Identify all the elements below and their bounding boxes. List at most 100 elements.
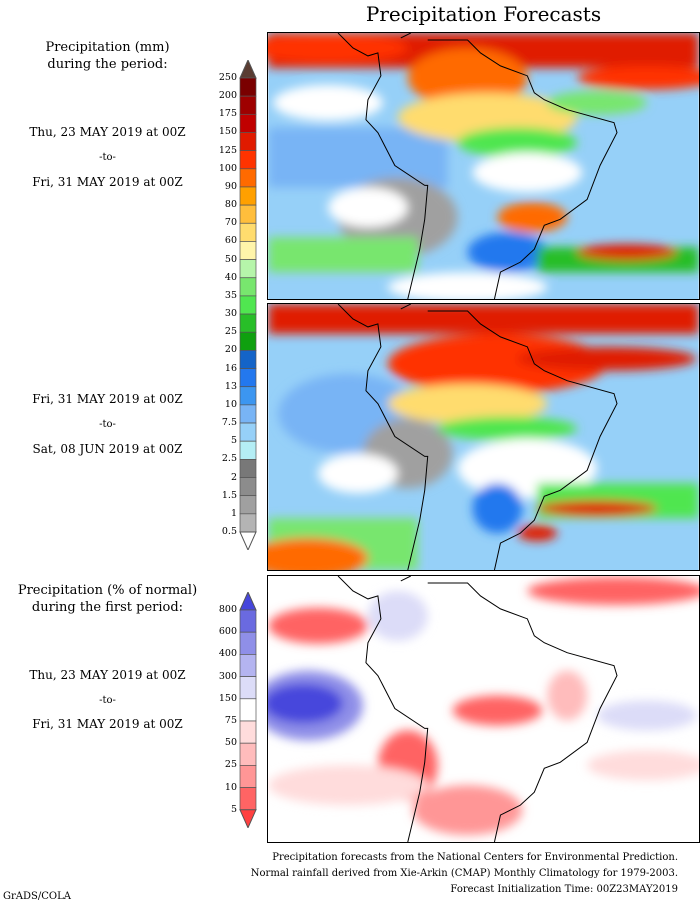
colorbar-segment [239,313,257,333]
colorbar-segment [239,787,257,811]
colorbar-tick-label: 2.5 [221,453,237,465]
mm-colorbar: 250 200 175 150 125 100 90 80 70 60 50 40 35 30 25 20 16… [198,60,258,550]
colorbar-segment [239,95,257,115]
colorbar-tick-label: 25 [224,326,237,338]
over-arrow [239,592,257,611]
colorbar-tick-label: 175 [218,108,237,120]
period1-start: Thu, 23 MAY 2019 at 00Z [29,125,186,139]
colorbar-tick-label: 400 [218,648,237,660]
period3-heading: Precipitation (% of normal) during the f… [0,582,215,616]
colorbar-segment [239,241,257,260]
footer-line: Precipitation forecasts from the Nationa… [272,852,678,863]
period2-end: Sat, 08 JUN 2019 at 00Z [32,442,183,456]
colorbar-segment [239,459,257,478]
colorbar-tick-label: 16 [224,362,237,374]
period2-to: -to- [99,419,116,430]
map-precip-period2 [267,303,700,571]
colorbar-tick-label: 35 [224,289,237,301]
colorbar-segment [239,765,257,788]
colorbar-tick-label: 250 [218,72,237,83]
colorbar-segment [239,609,257,633]
colorbar-tick-label: 30 [224,308,237,320]
heading-line: during the first period: [31,600,184,615]
colorbar-segment [239,222,257,242]
colorbar-segment [239,113,257,133]
colorbar-tick-label: 1 [230,507,237,519]
coastline [337,33,618,299]
heading-line: during the period: [47,57,168,72]
colorbar-segment [239,654,257,677]
colorbar-segment [239,259,257,279]
figure-title: Precipitation Forecasts [365,2,602,26]
colorbar-tick-label: 2 [230,471,237,483]
colorbar-tick-label: 150 [218,126,237,138]
colorbar-segment [239,331,257,351]
map-precip-period1 [267,32,700,300]
colorbar-segment [239,513,257,533]
colorbar-segment [239,132,257,151]
footer-notes: Precipitation forecasts from the Nationa… [251,850,678,898]
heading-line: Precipitation (% of normal) [17,583,198,598]
colorbar-tick-label: 600 [218,626,237,638]
colorbar-tick-label: 13 [224,380,237,392]
colorbar-segment [239,77,257,97]
colorbar-tick-label: 90 [224,180,237,192]
colorbar-tick-label: 70 [224,217,237,229]
colorbar-segment [239,495,257,515]
over-arrow [239,60,257,79]
colorbar-tick-label: 100 [218,162,237,174]
colorbar-tick-label: 80 [224,199,237,211]
colorbar-segment [239,295,257,315]
heading-line: Precipitation (mm) [45,40,170,55]
colorbar-segment [239,168,257,188]
period3-end: Fri, 31 MAY 2019 at 00Z [32,717,183,731]
grads-credit: GrADS/COLA [3,891,71,902]
colorbar-tick-label: 10 [224,781,237,793]
colorbar-segment [239,742,257,766]
colorbar-tick-label: 10 [224,398,237,410]
under-arrow [239,531,257,550]
colorbar-segment [239,477,257,497]
colorbar-tick-label: 1.5 [221,489,237,501]
map-percent-normal [267,575,700,843]
colorbar-tick-label: 150 [218,692,237,704]
footer-line: Forecast Initialization Time: 00Z23MAY20… [450,884,678,895]
period1-heading: Precipitation (mm) during the period: [0,39,215,73]
colorbar-tick-label: 300 [218,670,237,682]
colorbar-tick-label: 800 [218,604,237,615]
colorbar-segment [239,720,257,744]
period3-to: -to- [99,695,116,706]
colorbar-tick-label: 75 [224,715,237,726]
colorbar-segment [239,350,257,369]
colorbar-segment [239,404,257,424]
colorbar-tick-label: 50 [224,253,237,265]
colorbar-tick-label: 125 [218,144,237,156]
period3-start: Thu, 23 MAY 2019 at 00Z [29,668,186,682]
colorbar-tick-label: 200 [218,90,237,102]
colorbar-segment [239,277,257,297]
period1-to: -to- [99,152,116,163]
colorbar-segment [239,631,257,655]
colorbar-segment [239,676,257,700]
colorbar-tick-label: 5 [230,435,237,447]
colorbar-segment [239,368,257,388]
colorbar-tick-label: 60 [224,235,237,247]
colorbar-segment [239,386,257,406]
colorbar-segment [239,698,257,722]
percent-colorbar: 800 600 400 300 150 75 50 25 10 5 [198,592,258,828]
colorbar-tick-label: 0.5 [221,526,237,537]
colorbar-segment [239,150,257,170]
period1-end: Fri, 31 MAY 2019 at 00Z [32,175,183,189]
colorbar-tick-label: 50 [224,737,237,749]
colorbar-tick-label: 20 [224,344,237,356]
colorbar-tick-label: 40 [224,271,237,283]
under-arrow [239,809,257,828]
period2-start: Fri, 31 MAY 2019 at 00Z [32,392,183,406]
colorbar-segment [239,422,257,442]
colorbar-segment [239,440,257,460]
colorbar-tick-label: 5 [230,803,237,815]
colorbar-tick-label: 7.5 [221,417,237,429]
colorbar-segment [239,186,257,206]
colorbar-segment [239,204,257,224]
colorbar-tick-label: 25 [224,759,237,771]
